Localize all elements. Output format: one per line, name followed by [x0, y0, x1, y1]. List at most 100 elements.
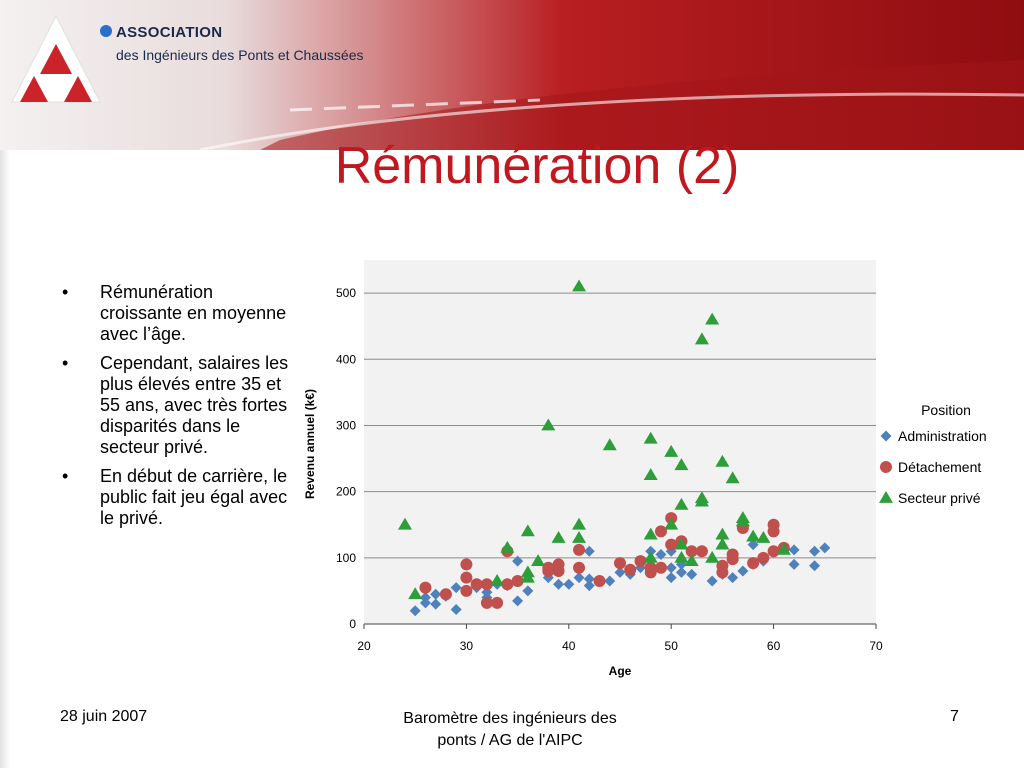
- data-point-secteur-prive: [490, 573, 505, 586]
- data-point-secteur-prive: [572, 530, 587, 543]
- data-point-secteur-prive: [643, 550, 658, 563]
- x-tick-label: 40: [562, 639, 576, 653]
- data-point-detachement: [634, 555, 647, 568]
- data-point-secteur-prive: [715, 537, 730, 550]
- data-point-secteur-prive: [572, 279, 587, 292]
- data-point-administration: [747, 539, 759, 551]
- x-tick-label: 30: [460, 639, 474, 653]
- data-point-detachement: [695, 545, 708, 558]
- data-point-administration: [809, 545, 821, 557]
- data-point-administration: [665, 572, 677, 584]
- data-point-detachement: [757, 551, 770, 564]
- header-banner-graphics: [199, 60, 1024, 150]
- data-point-administration: [727, 572, 739, 584]
- data-point-administration: [788, 558, 800, 570]
- data-point-secteur-prive: [551, 530, 566, 543]
- data-point-detachement: [767, 518, 780, 531]
- data-point-detachement: [593, 574, 606, 587]
- data-point-secteur-prive: [694, 332, 709, 345]
- x-axis-title: Age: [609, 664, 632, 678]
- data-point-administration: [512, 595, 524, 607]
- data-point-administration: [419, 592, 431, 604]
- data-point-administration: [655, 549, 667, 561]
- x-tick-label: 20: [357, 639, 371, 653]
- data-point-administration: [512, 555, 524, 567]
- data-point-detachement: [419, 581, 432, 594]
- data-point-secteur-prive: [520, 524, 535, 537]
- data-point-administration: [675, 566, 687, 578]
- data-point-administration: [430, 588, 442, 600]
- bullet-list: • Rémunération croissante en moyenne avec…: [56, 282, 292, 537]
- x-tick-label: 70: [869, 639, 883, 653]
- data-point-detachement: [726, 548, 739, 561]
- legend-marker: [880, 461, 892, 473]
- data-point-administration: [573, 572, 585, 584]
- bullet-text: Rémunération croissante en moyenne avec …: [100, 282, 287, 344]
- legend-label: Administration: [898, 428, 987, 444]
- data-point-detachement: [552, 558, 565, 571]
- data-point-secteur-prive: [756, 530, 771, 543]
- data-point-detachement: [654, 525, 667, 538]
- left-edge-decoration: [0, 150, 10, 768]
- data-point-secteur-prive: [674, 537, 689, 550]
- footer-date: 28 juin 2007: [60, 708, 148, 725]
- data-point-administration: [583, 545, 595, 557]
- data-point-administration: [788, 544, 800, 556]
- data-point-administration: [522, 585, 534, 597]
- legend-title: Position: [921, 402, 971, 418]
- data-point-administration: [706, 575, 718, 587]
- data-point-detachement: [716, 559, 729, 572]
- data-point-administration: [563, 578, 575, 590]
- data-point-secteur-prive: [684, 554, 699, 567]
- data-point-detachement: [460, 571, 473, 584]
- data-point-administration: [686, 568, 698, 580]
- data-point-detachement: [665, 538, 678, 551]
- footer-caption-line: ponts / AG de l'AIPC: [437, 732, 583, 749]
- data-point-secteur-prive: [705, 312, 720, 325]
- data-point-secteur-prive: [408, 587, 423, 600]
- data-point-detachement: [654, 561, 667, 574]
- y-tick-label: 0: [349, 617, 356, 631]
- legend-marker: [880, 430, 892, 442]
- data-point-detachement: [747, 557, 760, 570]
- data-point-secteur-prive: [674, 550, 689, 563]
- data-point-secteur-prive: [602, 438, 617, 451]
- data-point-secteur-prive: [531, 554, 546, 567]
- data-point-secteur-prive: [643, 527, 658, 540]
- data-point-detachement: [511, 574, 524, 587]
- slide-title: Rémunération (2): [334, 137, 740, 195]
- data-point-detachement: [767, 545, 780, 558]
- data-point-secteur-prive: [705, 550, 720, 563]
- data-point-secteur-prive: [541, 418, 556, 431]
- bullet-text: En début de carrière, le public fait jeu…: [100, 466, 288, 528]
- data-point-detachement: [644, 561, 657, 574]
- x-tick-label: 50: [665, 639, 679, 653]
- data-point-secteur-prive: [694, 494, 709, 507]
- data-point-administration: [614, 566, 626, 578]
- data-point-detachement: [480, 596, 493, 609]
- data-point-secteur-prive: [674, 497, 689, 510]
- data-point-administration: [553, 578, 565, 590]
- y-tick-label: 100: [336, 551, 356, 565]
- data-point-administration: [583, 580, 595, 592]
- logo-subtitle: des Ingénieurs des Ponts et Chaussées: [116, 47, 364, 63]
- data-point-detachement: [460, 584, 473, 597]
- data-point-detachement: [542, 561, 555, 574]
- logo-triangle-icon: [11, 14, 101, 103]
- logo-dot-icon: [100, 25, 112, 37]
- data-point-administration: [583, 573, 595, 585]
- footer-caption: Baromètre des ingénieurs des ponts / AG …: [350, 708, 670, 752]
- data-point-secteur-prive: [715, 527, 730, 540]
- data-point-detachement: [460, 558, 473, 571]
- data-point-detachement: [573, 561, 586, 574]
- logo-title: ASSOCIATION: [116, 24, 223, 41]
- bullet-text: Cependant, salaires les plus élevés entr…: [100, 353, 289, 457]
- data-point-secteur-prive: [643, 431, 658, 444]
- data-point-detachement: [614, 557, 626, 570]
- footer-page-number: 7: [950, 708, 959, 725]
- data-point-secteur-prive: [746, 529, 761, 542]
- data-point-detachement: [685, 545, 698, 558]
- data-point-administration: [430, 598, 442, 610]
- data-point-secteur-prive: [725, 471, 740, 484]
